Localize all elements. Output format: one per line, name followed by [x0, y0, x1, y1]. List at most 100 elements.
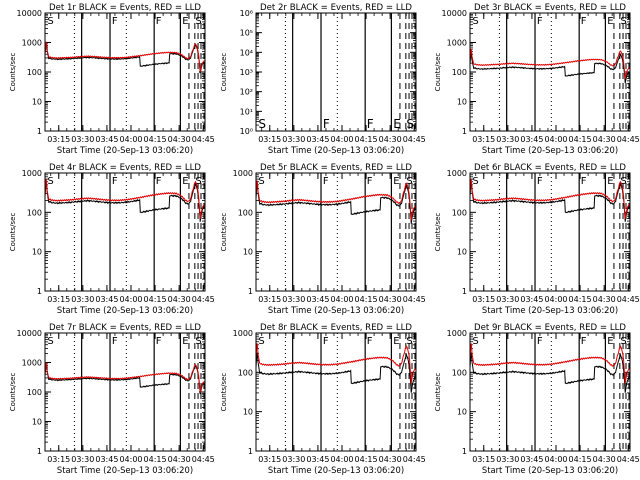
x-axis-label: Start Time (20-Sep-13 03:06:20)	[268, 305, 404, 315]
panel-title: Det 5r BLACK = Events, RED = LLD	[260, 163, 412, 173]
lld-series-line	[45, 178, 205, 220]
x-tick-label: 04:45	[403, 455, 426, 464]
lld-series-line	[256, 343, 416, 384]
marker-letter: F	[537, 336, 543, 347]
y-tick-label: 1000	[447, 39, 467, 48]
y-tick-label: 10	[32, 98, 42, 107]
marker-letter: E	[393, 117, 401, 131]
x-tick-label: 04:30	[168, 295, 191, 304]
marker-letter: F	[156, 176, 162, 187]
x-tick-label: 03:30	[282, 135, 305, 144]
x-tick-label: 04:45	[617, 295, 640, 304]
marker-letter: S	[472, 16, 478, 27]
marker-letter: S	[195, 16, 201, 27]
marker-letter: F	[156, 336, 162, 347]
detector-panel-4: Det 4r BLACK = Events, RED = LLD Start Ti…	[9, 163, 215, 315]
events-series-line	[45, 363, 205, 395]
marker-letter: S	[258, 336, 264, 347]
y-tick-label: 1	[462, 127, 467, 136]
y-tick-label: 1	[462, 447, 467, 456]
x-tick-label: 03:45	[306, 135, 329, 144]
y-axis-label: Counts/sec	[220, 373, 228, 412]
x-tick-label: 03:30	[496, 295, 519, 304]
marker-letter: S	[620, 176, 626, 187]
y-tick-label: 10	[457, 98, 467, 107]
x-tick-label: 04:00	[330, 295, 353, 304]
y-tick-label: 100	[238, 208, 253, 217]
y-tick-label: 10³	[240, 68, 253, 77]
marker-letter: S	[258, 176, 264, 187]
marker-letter: S	[195, 176, 201, 187]
y-tick-label: 100	[452, 368, 467, 377]
y-tick-label: 10⁰	[240, 127, 253, 136]
y-tick-label: 1	[462, 287, 467, 296]
marker-letter: F	[367, 117, 374, 131]
y-tick-label: 10	[32, 418, 42, 427]
plot-frame	[255, 172, 417, 292]
x-tick-label: 03:30	[71, 295, 94, 304]
x-tick-label: 04:15	[144, 455, 167, 464]
y-axis-label: Counts/sec	[434, 373, 442, 412]
marker-letter: F	[323, 117, 330, 131]
y-axis-label: Counts/sec	[9, 373, 17, 412]
marker-letter: S	[195, 336, 201, 347]
y-tick-label: 10⁵	[240, 29, 253, 38]
y-tick-label: 100	[452, 208, 467, 217]
y-tick-label: 10	[457, 248, 467, 257]
y-tick-label: 10²	[240, 88, 253, 97]
y-tick-label: 1	[37, 127, 42, 136]
y-tick-label: 10¹	[240, 107, 253, 116]
x-tick-label: 04:30	[379, 455, 402, 464]
x-tick-label: 03:45	[520, 295, 543, 304]
x-tick-label: 04:45	[403, 135, 426, 144]
plot-frame	[44, 12, 206, 132]
x-tick-label: 03:45	[306, 455, 329, 464]
x-tick-label: 03:45	[520, 455, 543, 464]
marker-letter: F	[581, 16, 587, 27]
marker-letter: E	[607, 336, 613, 347]
marker-letter: F	[112, 336, 118, 347]
x-tick-label: 04:00	[544, 135, 567, 144]
y-tick-label: 10000	[17, 9, 42, 18]
y-tick-label: 1000	[233, 329, 253, 338]
y-tick-label: 1	[37, 287, 42, 296]
x-tick-label: 03:15	[47, 455, 70, 464]
x-tick-label: 04:15	[144, 295, 167, 304]
panel-title: Det 3r BLACK = Events, RED = LLD	[474, 3, 626, 13]
marker-letter: E	[607, 176, 613, 187]
marker-letter: F	[581, 336, 587, 347]
plot-frame	[44, 332, 206, 452]
y-tick-label: 10	[457, 408, 467, 417]
marker-letter: F	[323, 176, 329, 187]
detector-panel-5: Det 5r BLACK = Events, RED = LLD Start Ti…	[220, 163, 426, 315]
x-tick-label: 03:30	[496, 135, 519, 144]
panel-title: Det 7r BLACK = Events, RED = LLD	[49, 323, 201, 333]
y-tick-label: 100	[27, 68, 42, 77]
y-tick-label: 1000	[22, 39, 42, 48]
x-tick-label: 03:45	[95, 135, 118, 144]
y-axis-label: Counts/sec	[434, 53, 442, 92]
x-tick-label: 04:30	[593, 135, 616, 144]
x-tick-label: 03:45	[306, 295, 329, 304]
y-tick-label: 10⁶	[240, 9, 253, 18]
x-tick-label: 04:30	[168, 455, 191, 464]
x-tick-label: 04:00	[544, 455, 567, 464]
marker-letter: E	[393, 336, 399, 347]
marker-letter: S	[406, 336, 412, 347]
panel-title: Det 4r BLACK = Events, RED = LLD	[49, 163, 201, 173]
marker-letter: F	[537, 16, 543, 27]
events-series-line	[470, 52, 630, 84]
events-series-line	[45, 43, 205, 74]
x-tick-label: 03:30	[71, 455, 94, 464]
x-tick-label: 03:45	[520, 135, 543, 144]
y-tick-label: 10	[243, 248, 253, 257]
events-series-line	[45, 181, 205, 222]
x-tick-label: 03:30	[71, 135, 94, 144]
x-tick-label: 04:45	[403, 295, 426, 304]
x-tick-label: 03:15	[258, 295, 281, 304]
y-tick-label: 1	[37, 447, 42, 456]
detector-panel-6: Det 6r BLACK = Events, RED = LLD Start Ti…	[434, 163, 640, 315]
events-series-line	[256, 352, 416, 393]
marker-letter: E	[182, 176, 188, 187]
